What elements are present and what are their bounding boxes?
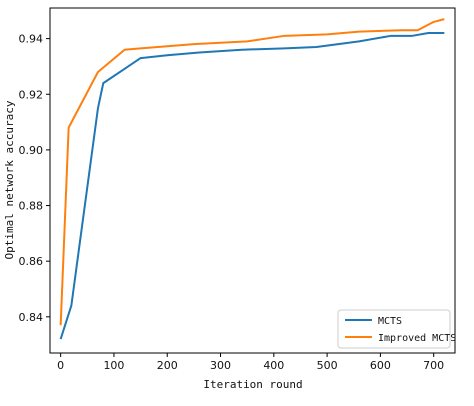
y-tick-label: 0.86 xyxy=(19,255,44,268)
legend-label-mcts: MCTS xyxy=(378,316,402,327)
plot-area-frame xyxy=(49,7,456,354)
y-tick-label: 0.88 xyxy=(19,200,44,213)
x-tick-label: 600 xyxy=(370,359,391,372)
x-tick-label: 400 xyxy=(263,359,284,372)
series-line-improved-mcts xyxy=(59,18,445,326)
y-tick-label: 0.92 xyxy=(19,88,44,101)
x-tick-label: 200 xyxy=(157,359,178,372)
legend: MCTS Improved MCTS xyxy=(337,309,456,349)
x-axis-ticks: 0 100 200 300 400 500 600 700 xyxy=(57,353,444,372)
x-tick-label: 100 xyxy=(103,359,124,372)
x-tick-label: 700 xyxy=(423,359,444,372)
y-tick-label: 0.84 xyxy=(19,311,44,324)
y-axis-ticks: 0.84 0.86 0.88 0.90 0.92 0.94 xyxy=(19,33,50,324)
x-tick-label: 500 xyxy=(317,359,338,372)
series-line-mcts xyxy=(59,32,445,340)
x-axis-label: Iteration round xyxy=(203,378,302,391)
y-tick-label: 0.94 xyxy=(19,33,44,46)
y-axis-label: Optimal network accuracy xyxy=(3,100,16,259)
x-tick-label: 0 xyxy=(57,359,64,372)
y-tick-label: 0.90 xyxy=(19,144,44,157)
series-layer xyxy=(59,18,445,340)
x-tick-label: 300 xyxy=(210,359,231,372)
legend-label-improved-mcts: Improved MCTS xyxy=(378,333,456,344)
